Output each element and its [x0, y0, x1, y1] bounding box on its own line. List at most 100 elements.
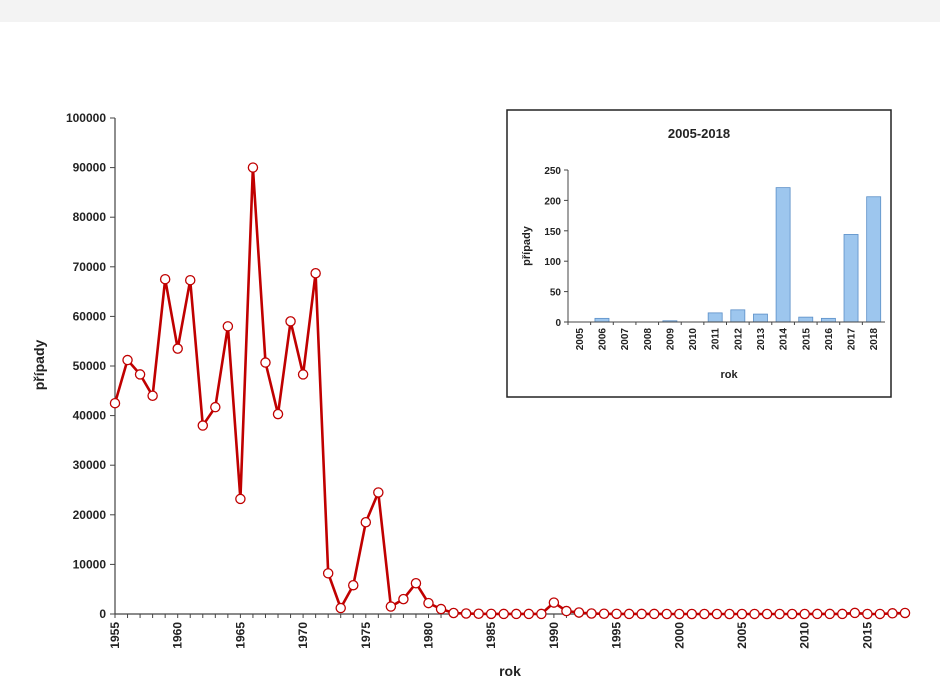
main-x-tick-label: 1965 — [233, 622, 247, 649]
main-data-point — [849, 607, 861, 619]
main-data-point — [862, 608, 873, 620]
inset-y-tick-label: 150 — [544, 227, 561, 238]
main-data-point — [335, 602, 346, 614]
main-data-point — [210, 401, 221, 413]
main-x-tick-label: 1970 — [296, 622, 310, 649]
main-data-point — [711, 608, 723, 620]
main-data-point — [410, 577, 422, 589]
main-series-points — [109, 162, 911, 620]
inset-x-tick-label: 2014 — [779, 328, 790, 351]
inset-x-tick-label: 2011 — [711, 328, 722, 350]
main-y-tick-label: 10000 — [73, 557, 107, 571]
main-x-tick-label: 1985 — [484, 622, 498, 649]
inset-x-tick-label: 2015 — [801, 328, 812, 351]
inset-bar — [753, 313, 768, 323]
main-data-point — [724, 608, 735, 620]
main-data-point — [736, 608, 748, 620]
inset-x-tick-label: 2012 — [733, 328, 744, 351]
main-y-tick-label: 60000 — [73, 309, 107, 323]
top-band — [0, 0, 940, 22]
main-data-point — [511, 608, 522, 620]
main-data-point — [310, 267, 321, 279]
main-data-point — [824, 608, 836, 620]
main-data-point — [460, 608, 472, 619]
main-data-point — [598, 608, 610, 620]
main-data-point — [761, 608, 773, 620]
inset-x-tick-label: 2016 — [824, 328, 835, 351]
inset-bar — [843, 234, 859, 323]
main-data-point — [385, 601, 397, 612]
main-chart: 0100002000030000400005000060000700008000… — [31, 111, 911, 679]
main-series-line — [113, 166, 906, 616]
main-y-tick-label: 100000 — [66, 111, 106, 125]
main-data-point — [373, 487, 384, 498]
main-data-point — [586, 608, 597, 619]
main-data-point — [122, 354, 133, 366]
main-data-point — [561, 605, 572, 617]
inset-x-tick-label: 2005 — [575, 328, 586, 351]
inset-x-ticks: 2005 2006 2007 2008 2009 2010 2011 2012 2013 2014… — [567, 322, 880, 351]
main-y-tick-label: 0 — [99, 607, 106, 621]
main-data-point — [686, 608, 698, 620]
main-data-point — [448, 607, 459, 619]
main-data-point — [398, 593, 409, 605]
main-data-point — [661, 608, 672, 620]
main-data-point — [348, 579, 359, 591]
inset-y-axis-title: případy — [521, 225, 533, 266]
main-data-point — [235, 493, 246, 505]
main-x-tick-label: 2015 — [860, 622, 874, 649]
inset-x-tick-label: 2006 — [597, 328, 608, 351]
main-data-point — [485, 608, 497, 620]
inset-frame — [506, 109, 892, 398]
main-data-point — [260, 357, 271, 368]
main-y-tick-label: 40000 — [73, 409, 107, 423]
main-data-point — [134, 369, 146, 380]
inset-y-tick-label: 250 — [544, 166, 561, 177]
main-data-point — [360, 516, 372, 528]
main-data-point — [636, 608, 647, 620]
main-data-point — [786, 608, 798, 620]
main-data-point — [774, 608, 785, 620]
inset-bar — [594, 317, 610, 323]
main-data-point — [285, 316, 296, 327]
main-x-tick-label: 2005 — [735, 622, 749, 649]
main-data-point — [322, 568, 334, 579]
main-data-point — [899, 607, 911, 619]
inset-bar — [775, 187, 791, 323]
inset-y-tick-label: 100 — [544, 257, 561, 268]
main-x-tick-label: 1990 — [547, 622, 561, 649]
main-data-point — [147, 390, 158, 402]
inset-bar — [730, 309, 746, 323]
main-x-tick-label: 1995 — [610, 622, 624, 649]
main-data-point — [172, 343, 183, 354]
main-data-point — [548, 597, 560, 608]
main-data-point — [473, 608, 484, 620]
main-data-point — [648, 608, 660, 620]
inset-y-tick-label: 200 — [544, 196, 561, 207]
main-data-point — [674, 608, 685, 620]
inset-x-tick-label: 2010 — [688, 328, 699, 351]
inset-title: 2005-2018 — [668, 126, 730, 141]
main-y-tick-label: 80000 — [73, 210, 107, 224]
main-x-tick-label: 1960 — [171, 622, 185, 649]
main-data-point — [247, 162, 259, 173]
inset-x-tick-label: 2017 — [847, 328, 858, 351]
main-y-tick-label: 30000 — [73, 458, 107, 472]
main-y-axis-title: případy — [31, 340, 47, 391]
main-data-point — [874, 608, 886, 620]
main-data-point — [109, 397, 121, 409]
main-x-ticks: 1955 1960 1965 1970 1975 1980 1985 1990 1995 2000… — [108, 614, 906, 649]
main-x-tick-label: 1975 — [359, 622, 373, 649]
main-data-point — [297, 369, 309, 380]
main-x-axis-title: rok — [499, 663, 521, 679]
inset-x-tick-label: 2018 — [869, 328, 880, 351]
inset-x-tick-label: 2008 — [643, 328, 654, 351]
inset-bars — [594, 187, 882, 323]
main-y-tick-label: 70000 — [73, 260, 107, 274]
inset-x-tick-label: 2009 — [665, 328, 676, 351]
inset-x-tick-label: 2013 — [756, 328, 767, 351]
main-x-tick-label: 1955 — [108, 622, 122, 649]
inset-bar — [820, 317, 836, 323]
